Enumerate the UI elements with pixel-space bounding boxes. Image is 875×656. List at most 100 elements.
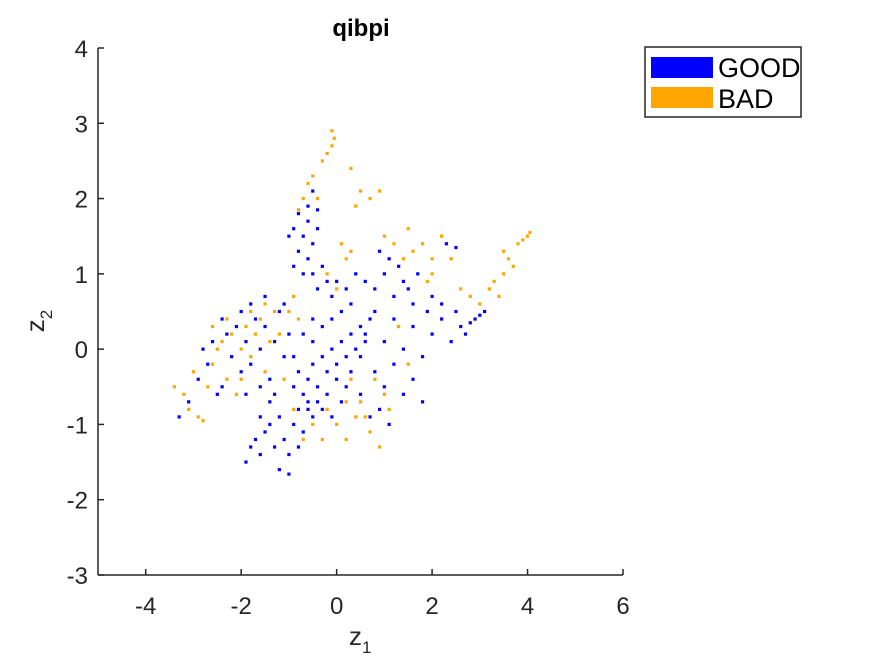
bad-point [492,279,496,283]
good-point [306,257,310,261]
bad-point [449,257,453,261]
bad-point [344,437,348,442]
good-point [272,340,277,344]
good-point [463,332,468,336]
x-tick-label: 6 [616,593,629,620]
y-tick-label: 4 [75,36,88,63]
y-tick-label: 3 [75,111,88,138]
good-point [339,400,344,404]
bad-point [387,407,391,411]
good-point [411,302,415,306]
bad-point [315,196,320,201]
good-point [296,212,301,216]
bad-point [358,189,363,193]
bad-point [363,415,367,419]
good-point [292,422,296,427]
good-point [306,204,310,208]
good-point [363,340,367,344]
x-axis-label-main: z [349,621,362,651]
bad-point [468,294,472,299]
bad-point [406,227,410,231]
good-point [335,377,339,381]
bad-point [525,234,530,238]
bad-point [210,324,215,329]
good-point [440,317,444,321]
good-point [315,287,320,291]
bad-point [182,392,186,396]
good-point [425,309,429,314]
x-ticks: -4 -2 0 2 4 6 [135,569,630,620]
x-tick-label: 4 [521,593,534,620]
bad-point [301,437,305,442]
good-point [239,309,243,314]
good-point [382,272,386,276]
good-point [244,340,248,344]
bad-point [263,302,267,306]
good-point [282,355,286,359]
bad-point [220,340,224,344]
bad-point [344,257,348,261]
bad-point [440,234,444,238]
good-point [301,430,305,434]
bad-point [239,377,243,381]
good-point [301,332,305,336]
bad-point [287,309,291,314]
good-point [287,472,291,476]
good-point [335,362,339,366]
good-point [296,249,301,253]
good-point [249,302,253,306]
bad-point [358,400,363,404]
good-point [392,294,396,299]
good-point [249,362,253,366]
good-point [311,317,315,321]
legend-swatch-good [651,57,713,78]
bad-point [311,174,315,178]
x-axis-label: z1 [349,621,371,656]
bad-point [420,242,425,246]
good-point [244,392,248,396]
good-point [215,392,219,396]
good-point [358,355,363,359]
good-point [325,279,329,283]
good-point [272,392,277,396]
bad-point [244,324,248,329]
x-tick-label: -4 [135,593,156,620]
bad-point [382,392,386,396]
good-point [454,245,458,250]
good-point [225,332,229,336]
y-tick-label: 0 [75,337,88,364]
good-point [234,324,239,329]
good-point [268,422,272,427]
good-point [282,437,286,442]
good-point [220,385,224,389]
good-point [277,309,281,314]
bad-point [511,264,515,268]
y-tick-label: -2 [67,488,88,515]
bad-point [392,242,396,246]
good-point [339,309,344,314]
bad-point [430,272,434,276]
axes [97,48,623,576]
good-point [320,355,324,359]
bad-point [292,407,296,411]
good-point [325,370,329,374]
bad-point [506,257,511,261]
good-point [459,324,463,329]
bad-point [411,249,415,253]
bad-point [210,362,215,366]
good-point [468,321,472,325]
good-point [177,415,181,419]
bad-point [521,238,525,242]
good-point [311,415,315,419]
good-point [296,370,301,374]
good-point [377,249,382,253]
good-point [387,257,391,261]
good-point [296,445,301,449]
bad-point [320,437,324,442]
good-point [354,272,358,276]
bad-point [268,340,272,344]
good-point [249,445,253,449]
good-point [196,377,200,381]
good-point [315,227,320,231]
